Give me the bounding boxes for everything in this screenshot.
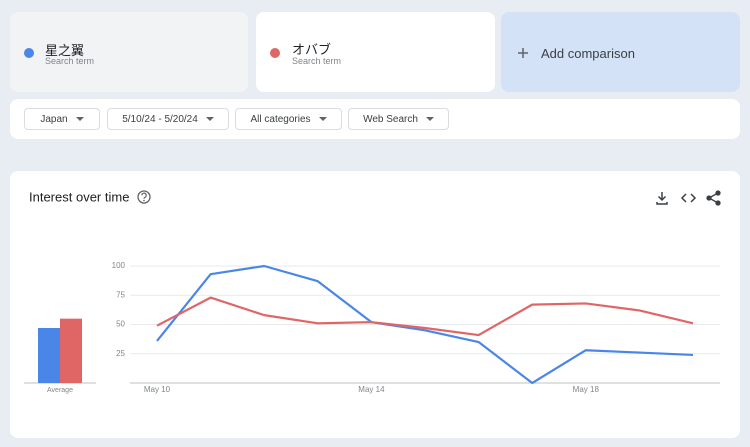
term-name: オバブ [292,42,332,57]
filter-label: Web Search [363,113,418,125]
filter-label: Japan [40,113,68,125]
filter-label: All categories [250,113,311,125]
filter[interactable]: 5/10/24 - 5/20/24 [107,108,229,130]
term-card[interactable]: オバブ Search term [256,12,495,92]
y-tick-label: 100 [112,261,126,270]
term-sub: Search term [45,56,95,66]
help-icon[interactable] [137,190,151,204]
term-dot [24,48,34,58]
term-name: 星之翼 [45,43,85,58]
term-sub: Search term [292,56,342,66]
chart-title: Interest over time [29,189,129,204]
filter[interactable]: All categories [235,108,342,130]
embed-icon[interactable] [680,193,697,203]
y-tick-label: 50 [116,320,125,329]
filter[interactable]: Japan [24,108,100,130]
filter-bar [10,99,740,139]
y-tick-label: 75 [116,290,125,299]
add-comparison[interactable]: Add comparison [501,12,740,92]
plus-icon [518,48,528,58]
x-tick-label: May 14 [358,385,385,394]
filter[interactable]: Web Search [348,108,449,130]
x-tick-label: May 18 [573,385,600,394]
y-tick-label: 25 [116,349,125,358]
x-tick-label: May 10 [144,385,171,394]
avg-bar [60,318,82,383]
line-series [156,264,694,385]
chart-card: Interest over time 25 50 75 100 May 10 May 14… [10,171,740,438]
term-dot [270,48,280,58]
share-icon[interactable] [706,190,721,206]
chart: Interest over time 25 50 75 100 May 10 May 14… [24,189,721,394]
avg-label: Average [47,387,73,394]
avg-bar [38,328,60,383]
line-series [156,296,694,337]
add-label: Add comparison [541,46,635,61]
download-icon[interactable] [656,192,668,205]
filter-label: 5/10/24 - 5/20/24 [122,113,198,125]
term-card[interactable]: 星之翼 Search term [10,12,248,92]
